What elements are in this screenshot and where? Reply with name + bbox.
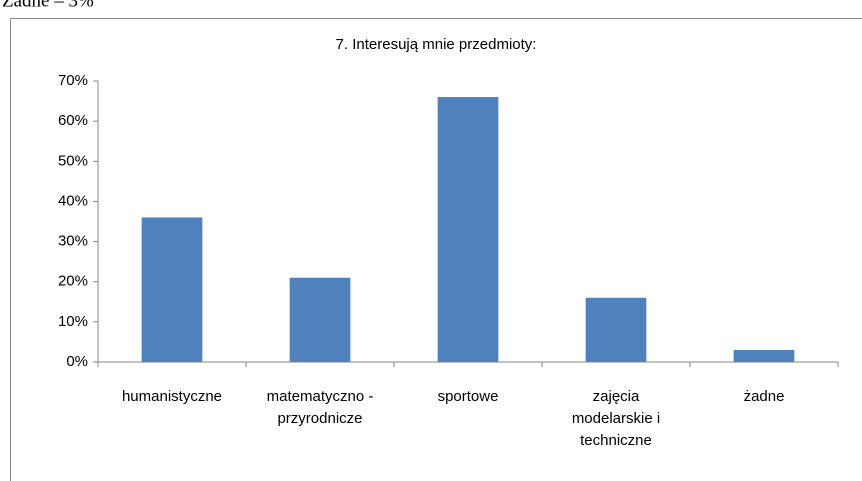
x-tick-label-box: matematyczno - przyrodnicze xyxy=(266,388,374,427)
x-tick-label-box: humanistyczne xyxy=(121,388,223,405)
x-tick-label: humanistyczne xyxy=(121,388,223,405)
x-tick-label-box: zajęcia modelarskie i techniczne xyxy=(571,388,661,449)
y-tick-label: 60% xyxy=(58,112,88,129)
x-tick-label-box: sportowe xyxy=(437,388,499,405)
bar xyxy=(141,217,203,362)
bar xyxy=(585,297,647,362)
y-tick-label: 0% xyxy=(66,353,88,370)
y-tick-label: 40% xyxy=(58,192,88,209)
x-tick-label: żadne xyxy=(743,388,785,405)
x-tick-label: matematyczno - przyrodnicze xyxy=(266,388,374,427)
chart-title: 7. Interesują mnie przedmioty: xyxy=(336,36,537,53)
y-tick-label: 20% xyxy=(58,273,88,290)
page-text: Żadne – 3% xyxy=(2,0,94,11)
x-tick-label: zajęcia modelarskie i techniczne xyxy=(571,388,661,449)
bar xyxy=(733,349,795,362)
y-tick-label: 70% xyxy=(58,72,88,89)
y-tick-label: 50% xyxy=(58,152,88,169)
y-tick-label: 10% xyxy=(58,313,88,330)
x-tick-label-box: żadne xyxy=(743,388,785,405)
bar xyxy=(289,277,351,362)
bar xyxy=(437,97,499,363)
y-tick-label: 30% xyxy=(58,233,88,250)
x-tick-label: sportowe xyxy=(437,388,499,405)
